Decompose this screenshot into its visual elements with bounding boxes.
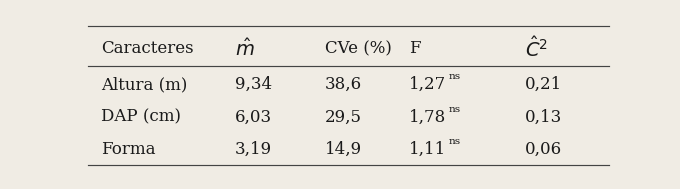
Text: 29,5: 29,5 <box>325 109 362 126</box>
Text: $\hat{m}$: $\hat{m}$ <box>235 38 255 60</box>
Text: 0,21: 0,21 <box>525 76 562 93</box>
Text: Altura (m): Altura (m) <box>101 76 187 93</box>
Text: 3,19: 3,19 <box>235 141 272 158</box>
Text: 6,03: 6,03 <box>235 109 272 126</box>
Text: 1,78: 1,78 <box>409 109 446 126</box>
Text: 9,34: 9,34 <box>235 76 272 93</box>
Text: $\hat{C}^{2}$: $\hat{C}^{2}$ <box>525 36 548 61</box>
Text: 0,06: 0,06 <box>525 141 562 158</box>
Text: Forma: Forma <box>101 141 155 158</box>
Text: Caracteres: Caracteres <box>101 40 193 57</box>
Text: CVe (%): CVe (%) <box>325 40 392 57</box>
Text: 14,9: 14,9 <box>325 141 362 158</box>
Text: ns: ns <box>449 137 461 146</box>
Text: 1,11: 1,11 <box>409 141 446 158</box>
Text: DAP (cm): DAP (cm) <box>101 109 181 126</box>
Text: 1,27: 1,27 <box>409 76 446 93</box>
Text: F: F <box>409 40 421 57</box>
Text: 0,13: 0,13 <box>525 109 562 126</box>
Text: ns: ns <box>449 72 461 81</box>
Text: ns: ns <box>449 105 461 114</box>
Text: 38,6: 38,6 <box>325 76 362 93</box>
